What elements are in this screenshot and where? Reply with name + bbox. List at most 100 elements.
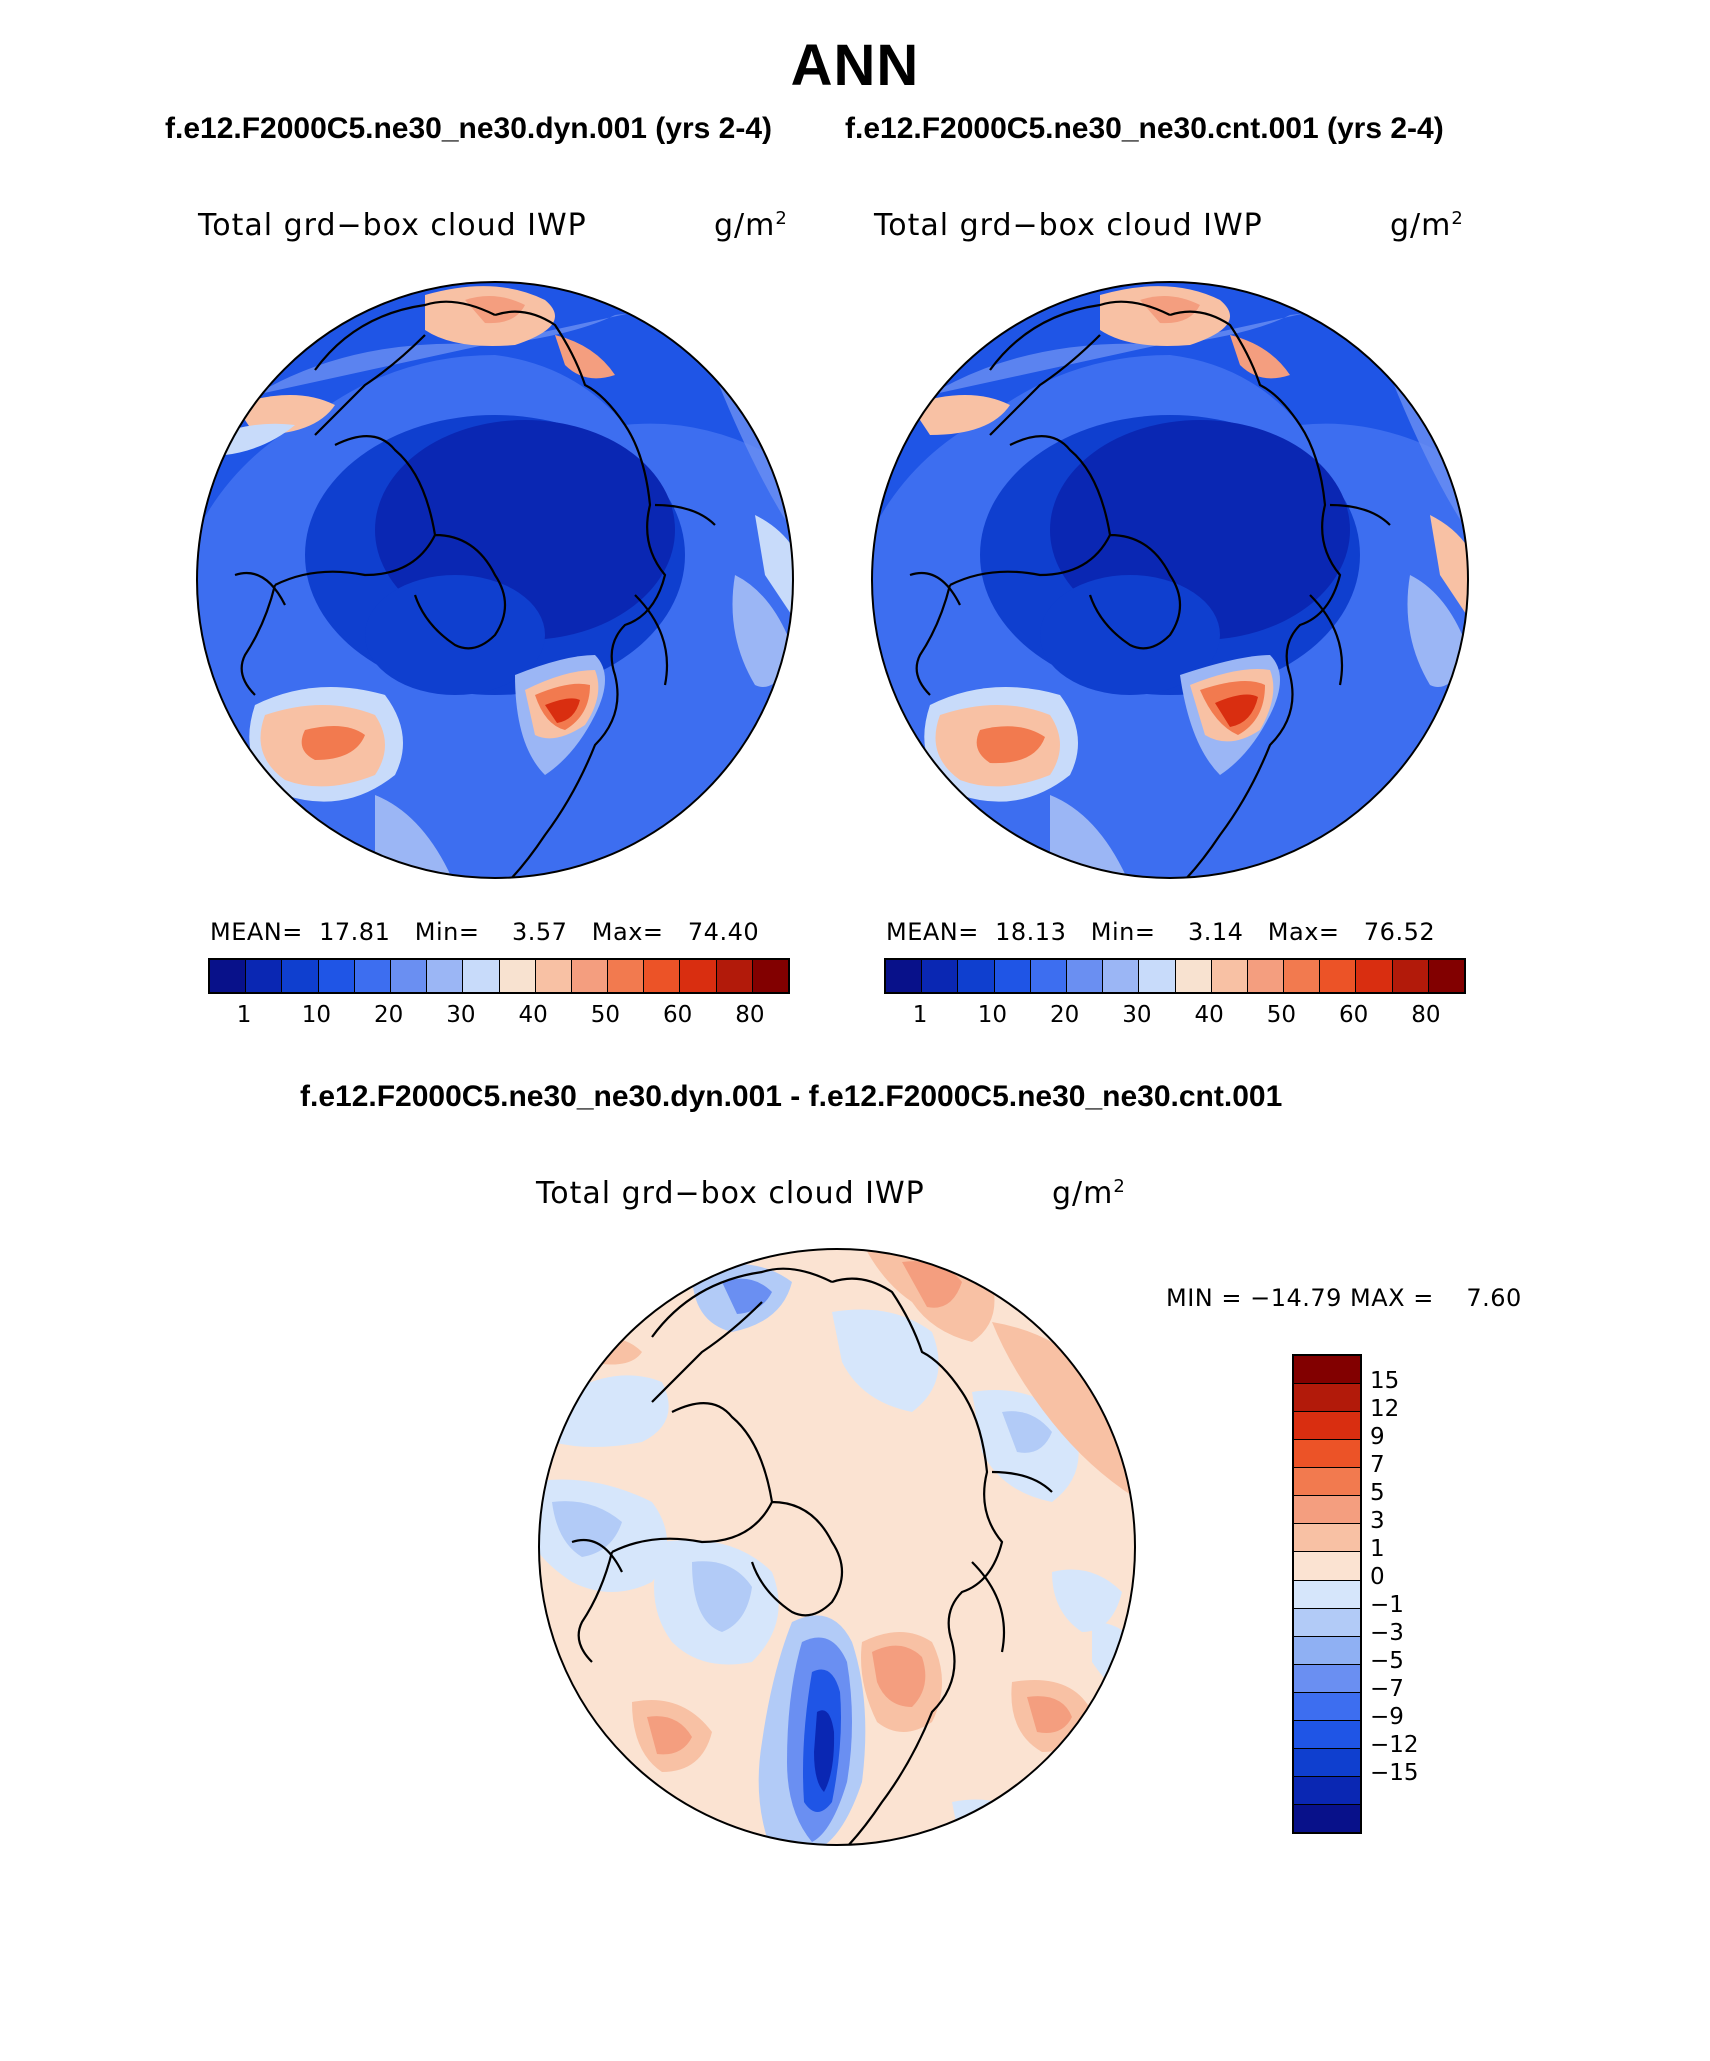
panel2-colorbar-tick-label: 60 xyxy=(1338,1002,1369,1028)
plot-title: ANN xyxy=(790,33,920,98)
panel1-colorbar-swatch xyxy=(463,960,500,992)
panel2-max-label: Max= xyxy=(1267,918,1340,946)
panel1-colorbar-swatch xyxy=(716,960,753,992)
panel2-colorbar-swatch xyxy=(1211,960,1248,992)
panel1-colorbar-swatch xyxy=(644,960,681,992)
panel1-colorbar-swatch xyxy=(752,960,788,992)
diff-variable-label: Total grd−box cloud IWP xyxy=(536,1176,925,1211)
panel1-max-value: 74.40 xyxy=(687,918,760,946)
panel2-colorbar-swatch xyxy=(1356,960,1393,992)
diff-colorbar-tick-label: 12 xyxy=(1370,1396,1400,1422)
diff-colorbar-tick-label: −1 xyxy=(1370,1592,1404,1618)
diff-coastlines xyxy=(571,1267,1053,1845)
panel2-colorbar-tick-label: 50 xyxy=(1266,1002,1297,1028)
panel1-colorbar-tick-label: 1 xyxy=(236,1002,252,1028)
diff-colorbar-swatch xyxy=(1294,1580,1360,1609)
diff-colorbar-swatch xyxy=(1294,1356,1360,1385)
panel2-colorbar-swatch xyxy=(1247,960,1285,992)
panel1-colorbar-tick-label: 50 xyxy=(590,1002,621,1028)
panel1-stats: MEAN= 17.81 Min= 3.57 Max= 74.40 xyxy=(210,918,759,946)
panel1-mean-value: 17.81 xyxy=(319,918,391,946)
diff-colorbar-tick-label: −5 xyxy=(1370,1648,1404,1674)
panel1-colorbar-tick-label: 10 xyxy=(301,1002,332,1028)
diff-colorbar-swatch xyxy=(1294,1636,1360,1665)
diff-colorbar-swatch xyxy=(1294,1664,1360,1693)
diff-colorbar-tick-label: −12 xyxy=(1370,1732,1419,1758)
diff-colorbar-tick-label: 3 xyxy=(1370,1508,1385,1534)
diff-colorbar xyxy=(1292,1354,1362,1834)
panel1-colorbar-swatch xyxy=(535,960,572,992)
panel2-units-base: g/m xyxy=(1390,208,1452,243)
diff-colorbar-swatch xyxy=(1294,1384,1360,1413)
diff-header: f.e12.F2000C5.ne30_ne30.dyn.001 - f.e12.… xyxy=(300,1080,1283,1113)
panel1-colorbar-swatch xyxy=(571,960,609,992)
diff-colorbar-tick-label: −7 xyxy=(1370,1676,1404,1702)
panel2-colorbar-tick-label: 30 xyxy=(1122,1002,1152,1028)
panel1-colorbar-swatch xyxy=(210,960,247,992)
diff-colorbar-swatch xyxy=(1294,1468,1360,1497)
panel2-coastlines xyxy=(909,300,1391,878)
diff-colorbar-tick-label: 5 xyxy=(1370,1480,1385,1506)
panel1-units-exponent: 2 xyxy=(775,208,788,229)
diff-colorbar-tick-label: 9 xyxy=(1370,1424,1385,1450)
diff-colorbar-swatch xyxy=(1294,1748,1360,1777)
panel1-units-base: g/m xyxy=(714,208,776,243)
diff-colorbar-swatch xyxy=(1294,1440,1360,1469)
diff-colorbar-tick-label: −15 xyxy=(1370,1760,1419,1786)
diff-units-base: g/m xyxy=(1052,1176,1114,1211)
panel2-variable-label: Total grd−box cloud IWP xyxy=(874,208,1263,243)
panel1-colorbar-swatch xyxy=(427,960,464,992)
panel2-colorbar-ticks: 1 10 20 30 40 50 60 80 xyxy=(884,1002,1462,1032)
panel2-colorbar-swatch xyxy=(1320,960,1357,992)
diff-colorbar-swatch xyxy=(1294,1412,1360,1441)
panel1-polar-map xyxy=(196,281,794,879)
diff-colorbar-tick-label: −9 xyxy=(1370,1704,1404,1730)
panel1-colorbar xyxy=(208,958,790,994)
diff-colorbar-swatch xyxy=(1294,1692,1360,1721)
panel1-colorbar-tick-label: 30 xyxy=(446,1002,476,1028)
panel2-colorbar-swatch xyxy=(886,960,923,992)
diff-colorbar-swatch xyxy=(1294,1720,1360,1749)
panel1-variable-label: Total grd−box cloud IWP xyxy=(198,208,587,243)
panel2-colorbar-tick-label: 20 xyxy=(1049,1002,1080,1028)
panel2-colorbar-swatch xyxy=(1103,960,1140,992)
diff-colorbar-swatch xyxy=(1294,1805,1360,1833)
panel1-max-label: Max= xyxy=(591,918,664,946)
case-header-left: f.e12.F2000C5.ne30_ne30.dyn.001 (yrs 2-4… xyxy=(165,112,773,145)
panel1-colorbar-swatch xyxy=(354,960,391,992)
panel2-colorbar-swatch xyxy=(1066,960,1104,992)
panel2-colorbar-swatch xyxy=(1392,960,1429,992)
diff-colorbar-tick-label: 0 xyxy=(1370,1564,1385,1590)
panel2-colorbar-tick-label: 1 xyxy=(912,1002,928,1028)
panel2-mean-label: MEAN= xyxy=(886,918,979,946)
diff-units: g/m2 xyxy=(1052,1176,1126,1211)
panel1-colorbar-tick-label: 80 xyxy=(735,1002,765,1028)
panel1-colorbar-swatch xyxy=(282,960,319,992)
panel2-polar-map xyxy=(871,281,1469,879)
diff-colorbar-swatch xyxy=(1294,1524,1360,1553)
panel2-units-exponent: 2 xyxy=(1451,208,1464,229)
diff-colorbar-tick-label: 7 xyxy=(1370,1452,1385,1478)
panel2-colorbar-tick-label: 40 xyxy=(1194,1002,1224,1028)
diff-colorbar-swatch xyxy=(1294,1776,1360,1805)
panel2-colorbar-swatch xyxy=(1428,960,1464,992)
panel2-stats: MEAN= 18.13 Min= 3.14 Max= 76.52 xyxy=(886,918,1435,946)
diff-colorbar-tick-label: −3 xyxy=(1370,1620,1404,1646)
panel2-colorbar-swatch xyxy=(1139,960,1176,992)
diff-colorbar-swatch xyxy=(1294,1496,1360,1525)
panel1-min-value: 3.57 xyxy=(511,918,568,946)
panel1-mean-label: MEAN= xyxy=(210,918,303,946)
panel2-colorbar-swatch xyxy=(922,960,959,992)
panel2-colorbar xyxy=(884,958,1466,994)
diff-minmax: MIN = −14.79 MAX = 7.60 xyxy=(1166,1284,1522,1312)
panel2-max-value: 76.52 xyxy=(1363,918,1436,946)
panel1-map-border xyxy=(196,281,794,879)
diff-colorbar-ticks: 15 12 9 7 5 3 1 0 −1 −3 −5 −7 −9 −12 −15 xyxy=(1370,1354,1450,1830)
panel2-colorbar-swatch xyxy=(1175,960,1212,992)
panel2-colorbar-swatch xyxy=(958,960,995,992)
panel1-colorbar-swatch xyxy=(608,960,645,992)
panel1-colorbar-swatch xyxy=(390,960,428,992)
panel1-colorbar-swatch xyxy=(499,960,536,992)
panel1-colorbar-tick-label: 20 xyxy=(373,1002,404,1028)
panel1-colorbar-swatch xyxy=(318,960,355,992)
